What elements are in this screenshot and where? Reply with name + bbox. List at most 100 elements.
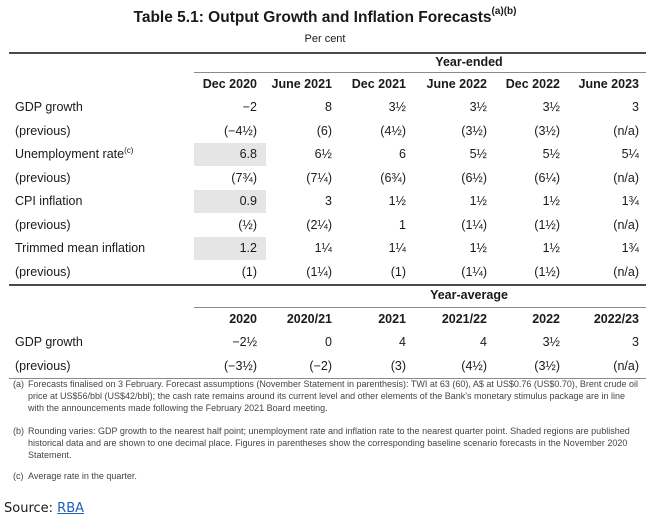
value-cell: (6½) [461,170,487,185]
value-cell: (n/a) [613,264,639,279]
value-cell: (3) [390,358,406,373]
value-cell: 3½ [469,100,487,114]
value-cell: (1) [390,264,406,279]
historical-shade [194,237,266,260]
column-header: June 2023 [578,77,639,91]
row-label: (previous) [15,123,71,138]
column-header: Dec 2022 [505,77,560,91]
value-cell: (3½) [534,358,560,373]
value-cell: (7¾) [231,170,257,185]
value-cell: (6) [316,123,332,138]
value-cell: −2½ [232,335,257,349]
value-cell: (1¼) [461,217,487,232]
value-cell: (6¾) [380,170,406,185]
value-cell: 1½ [469,241,487,255]
row-label: GDP growth [15,100,83,114]
value-cell: (1) [241,264,257,279]
column-header: June 2022 [426,77,487,91]
value-cell: 5¼ [621,147,639,161]
value-cell: 5½ [469,147,487,161]
year-average-top-rule [9,284,646,286]
value-cell: 6 [399,147,406,161]
historical-shade [194,190,266,213]
year-average-header: Year-average [430,288,508,302]
column-header: June 2021 [271,77,332,91]
column-header: Dec 2021 [351,77,406,91]
table-bottom-rule [9,378,646,379]
value-cell: (3½) [461,123,487,138]
column-header: 2020 [229,312,257,326]
value-cell: (−3½) [223,358,257,373]
value-cell: 1½ [542,194,560,208]
source-line: Source: RBA [4,501,85,516]
value-cell: 4 [399,335,406,349]
table-title: Table 5.1: Output Growth and Inflation F… [133,6,517,27]
footnote-marker: (c) [13,471,24,481]
row-label: GDP growth [15,335,83,349]
value-cell: 0.9 [239,194,257,208]
footnote: (a) Forecasts finalised on 3 February. Fo… [13,378,638,414]
source-link-rba[interactable]: RBA [57,501,85,516]
value-cell: 8 [325,100,332,114]
value-cell: 1½ [542,241,560,255]
value-cell: 3½ [542,100,560,114]
year-average-rule [194,307,646,308]
value-cell: 1 [399,217,406,232]
value-cell: (2¼) [306,217,332,232]
table-row: Unemployment rate(c) 6.8 6½ 6 5½ 5½ 5¼ [9,143,646,166]
value-cell: 4 [480,335,487,349]
table-top-rule [9,52,646,54]
value-cell: (3½) [534,123,560,138]
row-label: (previous) [15,358,71,373]
value-cell: 1¾ [621,194,639,208]
footnote-marker: (b) [13,426,24,436]
row-label: Unemployment rate(c) [15,145,134,161]
value-cell: 0 [325,335,332,349]
table-row: GDP growth −2½ 0 4 4 3½ 3 [9,331,646,354]
column-header: 2021 [378,312,406,326]
footnote-text: Average rate in the quarter. [28,471,137,481]
row-label: CPI inflation [15,194,83,208]
table-row: (previous) (½) (2¼) 1 (1¼) (1½) (n/a) [9,214,646,237]
value-cell: (−4½) [223,123,257,138]
value-cell: (7¼) [306,170,332,185]
footnote-text: Forecasts finalised on 3 February. Forec… [28,379,638,413]
year-ended-header: Year-ended [435,55,503,69]
table-row: Trimmed mean inflation 1.2 1¼ 1¼ 1½ 1½ 1¾ [9,237,646,260]
footnote: (b) Rounding varies: GDP growth to the ne… [13,425,638,461]
footnote-text: Rounding varies: GDP growth to the neare… [28,426,630,460]
table-row: GDP growth −2 8 3½ 3½ 3½ 3 [9,96,646,119]
row-label: (previous) [15,264,71,279]
row-footnote-marker: (c) [124,145,134,155]
value-cell: (1½) [534,217,560,232]
value-cell: (½) [238,217,257,232]
value-cell: 6.8 [239,147,257,161]
value-cell: 3½ [388,100,406,114]
value-cell: 1¾ [621,241,639,255]
value-cell: 1¼ [388,241,406,255]
table-subtitle: Per cent [304,33,346,45]
value-cell: 1½ [388,194,406,208]
value-cell: (1½) [534,264,560,279]
value-cell: 3½ [542,335,560,349]
year-ended-rule [194,72,646,73]
value-cell: (6¼) [534,170,560,185]
footnote-marker: (a) [13,379,24,389]
table-row: CPI inflation 0.9 3 1½ 1½ 1½ 1¾ [9,190,646,213]
value-cell: (n/a) [613,123,639,138]
year-ended-column-headers: Dec 2020 June 2021 Dec 2021 June 2022 Dec 20… [9,73,646,96]
row-label: Trimmed mean inflation [15,241,146,255]
value-cell: −2 [242,100,257,114]
value-cell: 1½ [469,194,487,208]
value-cell: (1¼) [306,264,332,279]
value-cell: 3 [632,335,639,349]
footnote: (c) Average rate in the quarter. [13,470,638,482]
value-cell: (n/a) [613,217,639,232]
value-cell: 5½ [542,147,560,161]
historical-shade [194,143,266,166]
value-cell: 3 [325,194,332,208]
value-cell: 1.2 [239,241,257,255]
table-row: (previous) (−4½) (6) (4½) (3½) (3½) (n/a) [9,120,646,143]
year-average-column-headers: 2020 2020/21 2021 2021/22 2022 2022/23 [9,308,646,331]
table-row: (previous) (−3½) (−2) (3) (4½) (3½) (n/a) [9,355,646,378]
